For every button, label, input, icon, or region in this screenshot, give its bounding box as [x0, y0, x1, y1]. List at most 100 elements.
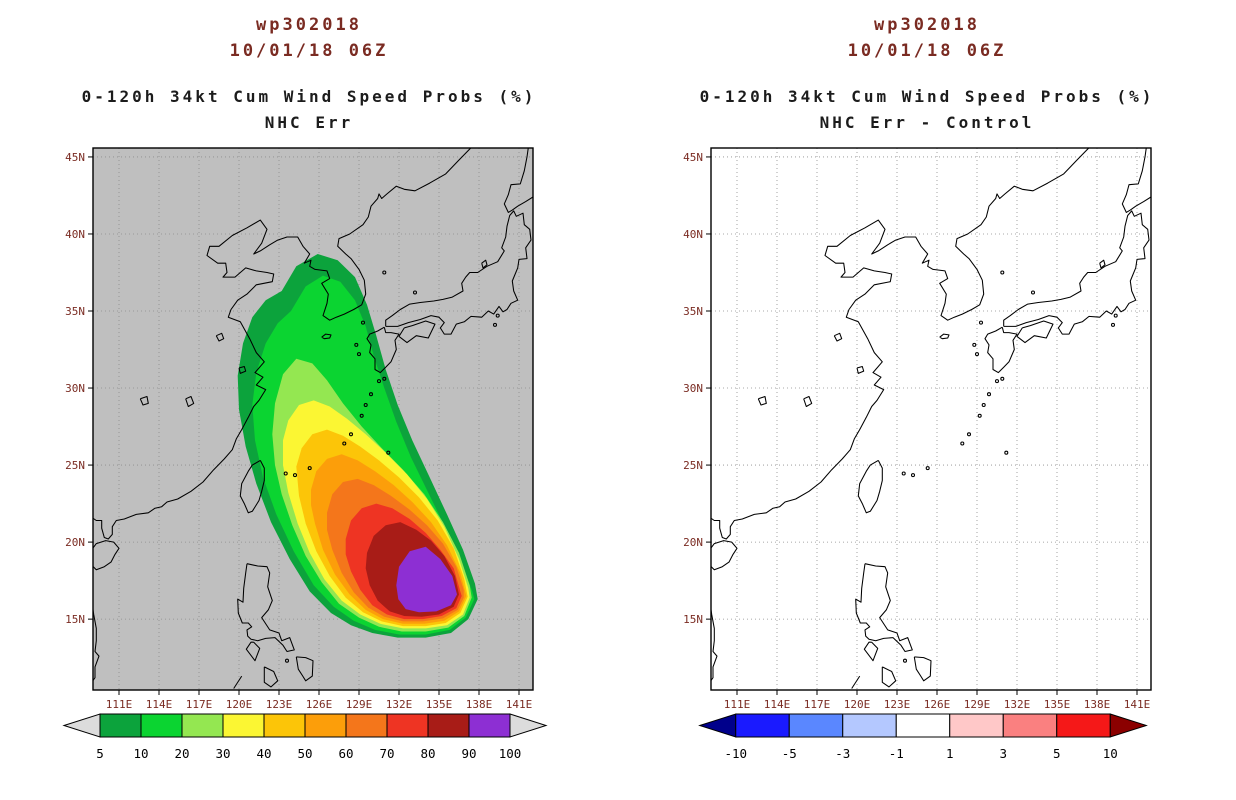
lon-tick-label: 132E [1004, 698, 1031, 711]
probability-shading [237, 254, 478, 638]
map-svg-left: 111E 114E 117E 120E 123E 126E 129E 132E 135E 138E… [65, 147, 534, 711]
colorbar-label: 80 [420, 746, 435, 761]
lat-tick-label: 20N [683, 536, 703, 549]
lon-tick-label: 117E [804, 698, 831, 711]
colorbar-segment [468, 713, 511, 738]
lat-tick-label: 40N [683, 228, 703, 241]
lon-tick-label: 129E [346, 698, 373, 711]
panel-title: 0-120h 34kt Cum Wind Speed Probs (%) [699, 87, 1155, 106]
colorbar-segment [788, 713, 844, 738]
panel-title: 0-120h 34kt Cum Wind Speed Probs (%) [81, 87, 537, 106]
map-nhc-err: 111E 114E 117E 120E 123E 126E 129E 132E 135E 138E… [0, 140, 618, 718]
lat-tick-label: 40N [65, 228, 85, 241]
lon-tick-label: 120E [226, 698, 253, 711]
colorbar-segment [263, 713, 306, 738]
lat-tick-label: 25N [683, 459, 703, 472]
colorbar-segment [735, 713, 790, 738]
colorbar-label: 30 [215, 746, 230, 761]
lon-tick-label: 126E [924, 698, 951, 711]
lon-tick-label: 135E [1044, 698, 1071, 711]
colorbar-label: -3 [835, 746, 850, 761]
lat-tick-label: 15N [683, 613, 703, 626]
colorbar-segment [949, 713, 1004, 738]
colorbar-label: 60 [338, 746, 353, 761]
lon-tick-label: 132E [386, 698, 413, 711]
colorbar-label: -5 [782, 746, 797, 761]
colorbar-svg-left: 5 10 20 30 40 50 60 70 80 90 100 [62, 713, 548, 761]
colorbar-label: 3 [999, 746, 1007, 761]
lat-tick-label: 45N [65, 151, 85, 164]
lat-tick-label: 30N [683, 382, 703, 395]
colorbar-label: 90 [461, 746, 476, 761]
colorbar-label: 10 [1103, 746, 1118, 761]
panel-left-titles: wp302018 10/01/18 06Z 0-120h 34kt Cum Wi… [0, 12, 618, 136]
colorbar-label: 50 [297, 746, 312, 761]
axis-labels: 111E 114E 117E 120E 123E 126E 129E 132E 135E 138E… [683, 151, 1150, 711]
colorbar-difference: -10 -5 -3 -1 1 3 5 10 [618, 706, 1236, 768]
storm-id: wp302018 [256, 15, 362, 35]
lat-tick-label: 35N [65, 305, 85, 318]
panel-subtitle: NHC Err [264, 113, 354, 132]
colorbar-segment [842, 713, 897, 738]
lat-tick-label: 45N [683, 151, 703, 164]
colorbar-label: 40 [256, 746, 271, 761]
colorbar-label: 100 [499, 746, 522, 761]
lat-tick-label: 15N [65, 613, 85, 626]
lat-tick-label: 20N [65, 536, 85, 549]
init-time: 10/01/18 06Z [229, 41, 389, 61]
colorbar-label: -1 [889, 746, 904, 761]
lon-tick-label: 141E [506, 698, 533, 711]
map-frame [710, 147, 1152, 691]
colorbar-right-arrow [1109, 713, 1148, 738]
panel-right-titles: wp302018 10/01/18 06Z 0-120h 34kt Cum Wi… [618, 12, 1236, 136]
lon-tick-label: 114E [764, 698, 791, 711]
init-time: 10/01/18 06Z [847, 41, 1007, 61]
lat-lon-grid [711, 148, 1151, 690]
colorbar-segment [181, 713, 224, 738]
colorbar-segment [1002, 713, 1058, 738]
lon-tick-label: 138E [466, 698, 493, 711]
lon-tick-label: 117E [186, 698, 213, 711]
panel-subtitle: NHC Err - Control [819, 113, 1035, 132]
colorbar-segment [386, 713, 429, 738]
coastlines [93, 148, 533, 689]
coastlines [711, 148, 1151, 689]
map-nhc-err-minus-control: 111E 114E 117E 120E 123E 126E 129E 132E 135E 138E… [618, 140, 1236, 718]
lon-tick-label: 120E [844, 698, 871, 711]
lon-tick-label: 126E [306, 698, 333, 711]
colorbar-segment [99, 713, 142, 738]
colorbar-segment [222, 713, 265, 738]
colorbar-label: -10 [724, 746, 747, 761]
colorbar-left-arrow [62, 713, 101, 738]
lon-tick-label: 123E [266, 698, 293, 711]
colorbar-label: 5 [96, 746, 104, 761]
map-svg-right: 111E 114E 117E 120E 123E 126E 129E 132E 135E 138E… [683, 147, 1152, 711]
lon-tick-label: 141E [1124, 698, 1151, 711]
colorbar-right-arrow [509, 713, 548, 738]
colorbar-label: 10 [133, 746, 148, 761]
axis-labels: 111E 114E 117E 120E 123E 126E 129E 132E 135E 138E… [65, 151, 532, 711]
lon-tick-label: 114E [146, 698, 173, 711]
colorbar-segment [345, 713, 388, 738]
lon-tick-label: 111E [724, 698, 751, 711]
colorbar-segment [1056, 713, 1111, 738]
lat-tick-label: 25N [65, 459, 85, 472]
lon-tick-label: 135E [426, 698, 453, 711]
colorbar-segment [427, 713, 470, 738]
lat-tick-label: 30N [65, 382, 85, 395]
storm-id: wp302018 [874, 15, 980, 35]
colorbar-left-arrow [698, 713, 737, 738]
lon-tick-label: 123E [884, 698, 911, 711]
colorbar-label: 1 [946, 746, 954, 761]
colorbar-probability: 5 10 20 30 40 50 60 70 80 90 100 [0, 706, 618, 768]
colorbar-label: 70 [379, 746, 394, 761]
map-frame [92, 147, 534, 691]
colorbar-svg-right: -10 -5 -3 -1 1 3 5 10 [698, 713, 1148, 761]
prob-band-90 [396, 546, 457, 613]
colorbar-segment [140, 713, 183, 738]
colorbar-segment [895, 713, 951, 738]
lon-tick-label: 111E [106, 698, 133, 711]
lat-tick-label: 35N [683, 305, 703, 318]
panel-nhc-err-minus-control: wp302018 10/01/18 06Z 0-120h 34kt Cum Wi… [618, 0, 1236, 800]
